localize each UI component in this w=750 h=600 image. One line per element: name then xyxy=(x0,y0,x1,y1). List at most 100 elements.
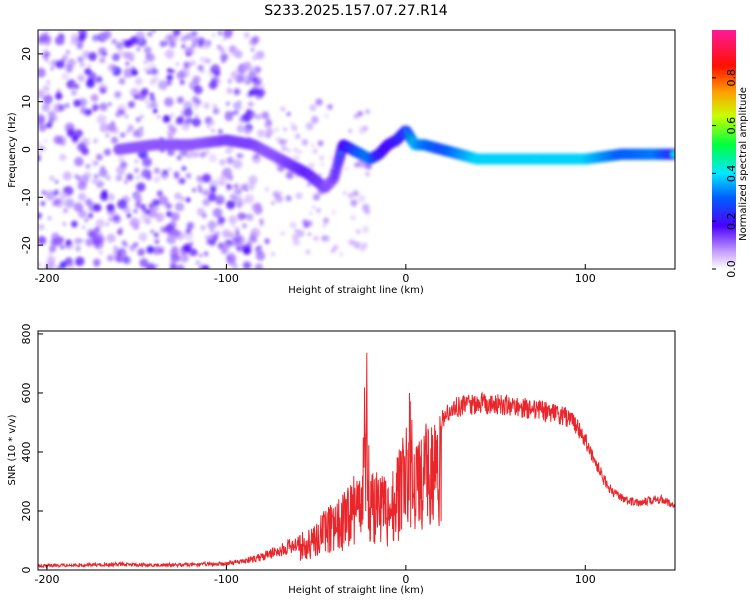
heatmap-blob xyxy=(312,148,318,154)
heatmap-blob xyxy=(150,198,158,206)
heatmap-blob xyxy=(221,58,226,64)
heatmap-blob xyxy=(153,176,161,183)
heatmap-blob xyxy=(350,214,357,221)
heatmap-blob xyxy=(222,38,226,42)
heatmap-blob xyxy=(247,237,255,244)
heatmap-blob xyxy=(231,223,236,227)
spectrogram-x-tick-label: -100 xyxy=(214,272,239,285)
colorbar-tick-label: 0.2 xyxy=(725,212,738,230)
heatmap-blob xyxy=(89,230,98,239)
snr-y-axis-label: SNR (10 * v/v) xyxy=(7,414,18,485)
heatmap-blob xyxy=(155,263,159,268)
heatmap-blob xyxy=(70,89,78,96)
heatmap-blob xyxy=(294,133,301,139)
snr-x-tick-label: -100 xyxy=(214,573,239,586)
spectrogram-x-ticks: -200 -100 0 100 xyxy=(34,264,596,285)
heatmap-blob xyxy=(357,194,366,203)
heatmap-blob xyxy=(186,222,195,230)
colorbar-label: Normalized spectral amplitude xyxy=(738,87,749,241)
heatmap-blob xyxy=(55,180,59,184)
heatmap-blob xyxy=(143,60,148,64)
heatmap-blob xyxy=(313,235,319,242)
heatmap-blob xyxy=(365,171,371,177)
heatmap-blob xyxy=(191,43,197,49)
heatmap-blob xyxy=(67,58,76,68)
heatmap-blob xyxy=(227,78,233,84)
heatmap-blob xyxy=(162,169,168,175)
heatmap-blob xyxy=(289,221,297,229)
heatmap-blob xyxy=(84,217,89,223)
heatmap-blob xyxy=(254,66,262,73)
heatmap-blob xyxy=(190,30,198,37)
heatmap-blob xyxy=(204,234,209,239)
heatmap-blob xyxy=(158,80,168,90)
heatmap-blob xyxy=(275,137,280,142)
heatmap-blob xyxy=(61,72,69,81)
snr-y-tick-label: 400 xyxy=(20,441,33,462)
heatmap-blob xyxy=(353,241,361,249)
heatmap-blob xyxy=(226,200,236,210)
heatmap-blob xyxy=(154,239,160,245)
heatmap-blob xyxy=(219,158,226,166)
heatmap-blob xyxy=(242,246,252,255)
heatmap-blob xyxy=(327,104,333,110)
heatmap-blob xyxy=(53,237,63,247)
heatmap-blob xyxy=(96,180,104,189)
heatmap-blob xyxy=(217,216,226,225)
heatmap-blob xyxy=(206,239,212,245)
heatmap-blob xyxy=(255,246,260,251)
heatmap-blob xyxy=(233,109,239,116)
heatmap-blob xyxy=(165,202,173,210)
heatmap-blob xyxy=(99,57,106,64)
heatmap-blob xyxy=(169,41,176,48)
heatmap-blob xyxy=(84,67,92,76)
heatmap-blob xyxy=(168,167,172,171)
snr-x-tick-label: -200 xyxy=(34,573,59,586)
heatmap-blob xyxy=(274,127,280,133)
heatmap-blob xyxy=(125,61,130,66)
heatmap-blob xyxy=(111,38,117,45)
heatmap-blob xyxy=(197,64,204,72)
heatmap-blob xyxy=(87,64,91,68)
heatmap-blob xyxy=(129,36,139,45)
heatmap-blob xyxy=(174,174,179,179)
spectrogram-y-tick-label: -20 xyxy=(20,236,33,254)
heatmap-blob xyxy=(99,102,108,112)
heatmap-blob xyxy=(197,184,201,189)
heatmap-blob xyxy=(48,262,57,269)
heatmap-blob xyxy=(254,113,262,120)
heatmap-blob xyxy=(92,34,100,42)
heatmap-blob xyxy=(140,203,146,210)
heatmap-blob xyxy=(152,108,158,114)
heatmap-blob xyxy=(210,229,214,233)
heatmap-blob xyxy=(259,218,264,224)
heatmap-blob xyxy=(123,243,128,248)
heatmap-blob xyxy=(136,43,140,47)
heatmap-blob xyxy=(94,226,101,233)
heatmap-blob xyxy=(322,224,326,228)
heatmap-blob xyxy=(183,230,194,241)
heatmap-blob xyxy=(134,159,139,164)
heatmap-blob xyxy=(231,111,235,115)
colorbar-tick-label: 0.6 xyxy=(725,117,738,135)
heatmap-blob xyxy=(70,220,78,228)
heatmap-blob xyxy=(38,212,43,220)
heatmap-blob xyxy=(229,47,240,57)
heatmap-blob xyxy=(136,47,140,51)
heatmap-blob xyxy=(185,228,192,234)
heatmap-blob xyxy=(46,52,50,56)
heatmap-blob xyxy=(235,188,242,196)
heatmap-blob xyxy=(339,252,344,257)
heatmap-blob xyxy=(259,83,265,90)
heatmap-blob xyxy=(209,185,217,193)
heatmap-blob xyxy=(245,188,249,192)
heatmap-blob xyxy=(78,209,87,219)
heatmap-blob xyxy=(96,153,103,161)
heatmap-blob xyxy=(192,75,201,84)
heatmap-blob xyxy=(185,51,191,57)
heatmap-blob xyxy=(359,246,366,252)
heatmap-blob xyxy=(92,258,101,267)
heatmap-blob xyxy=(46,122,53,129)
heatmap-blob xyxy=(112,53,120,62)
heatmap-blob xyxy=(85,177,90,182)
